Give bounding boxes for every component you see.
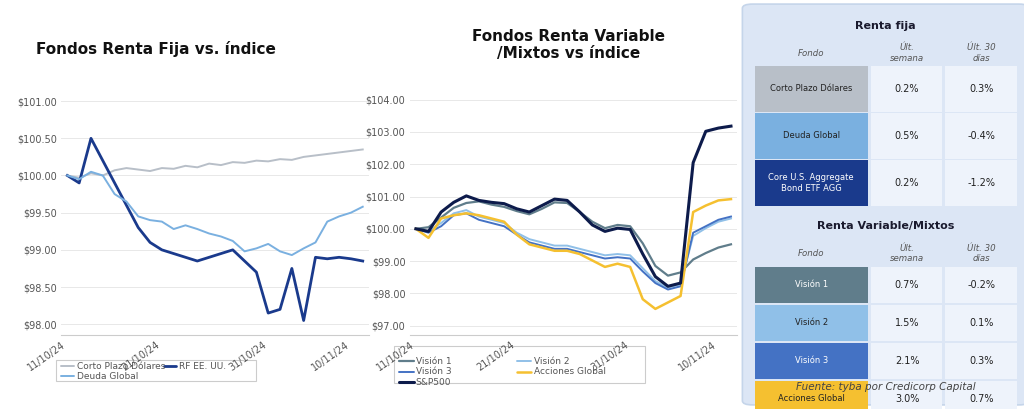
Text: Últ. 30
días: Últ. 30 días bbox=[968, 43, 996, 63]
Text: 0.7%: 0.7% bbox=[895, 280, 920, 290]
Text: 0.3%: 0.3% bbox=[970, 84, 994, 94]
Text: Fuente: tyba por Credicorp Capital: Fuente: tyba por Credicorp Capital bbox=[796, 382, 976, 391]
Text: 3.0%: 3.0% bbox=[895, 394, 920, 404]
Text: 0.2%: 0.2% bbox=[895, 84, 920, 94]
Text: Visión 2: Visión 2 bbox=[795, 318, 827, 328]
Text: Últ. 30
días: Últ. 30 días bbox=[968, 244, 996, 263]
Text: Deuda Global: Deuda Global bbox=[77, 372, 138, 381]
Text: Visión 1: Visión 1 bbox=[795, 280, 827, 290]
Text: S&P500: S&P500 bbox=[416, 378, 452, 387]
Text: 1.5%: 1.5% bbox=[895, 318, 920, 328]
Text: -0.2%: -0.2% bbox=[968, 280, 995, 290]
Text: Renta fija: Renta fija bbox=[855, 20, 916, 31]
Text: Últ.
semana: Últ. semana bbox=[890, 244, 924, 263]
Text: Fondo: Fondo bbox=[798, 249, 824, 258]
Text: Renta Variable/Mixtos: Renta Variable/Mixtos bbox=[817, 221, 954, 231]
Text: Core U.S. Aggregate
Bond ETF AGG: Core U.S. Aggregate Bond ETF AGG bbox=[768, 173, 854, 193]
Text: Deuda Global: Deuda Global bbox=[782, 131, 840, 141]
Text: 0.1%: 0.1% bbox=[970, 318, 994, 328]
Text: Acciones Global: Acciones Global bbox=[534, 367, 605, 376]
Text: 0.5%: 0.5% bbox=[895, 131, 920, 141]
Text: Fondo: Fondo bbox=[798, 49, 824, 58]
Text: Visión 2: Visión 2 bbox=[534, 357, 569, 366]
Text: Últ.
semana: Últ. semana bbox=[890, 43, 924, 63]
Text: Corto Plazo Dólares: Corto Plazo Dólares bbox=[77, 362, 165, 371]
Text: Visión 1: Visión 1 bbox=[416, 357, 452, 366]
Text: Fondos Renta Variable
/Mixtos vs índice: Fondos Renta Variable /Mixtos vs índice bbox=[472, 29, 665, 61]
Text: 0.3%: 0.3% bbox=[970, 356, 994, 366]
Text: Visión 3: Visión 3 bbox=[416, 367, 452, 376]
Text: Visión 3: Visión 3 bbox=[795, 356, 827, 366]
Text: 0.7%: 0.7% bbox=[970, 394, 994, 404]
Text: Acciones Global: Acciones Global bbox=[778, 394, 845, 404]
Text: 2.1%: 2.1% bbox=[895, 356, 920, 366]
Text: 0.2%: 0.2% bbox=[895, 178, 920, 188]
Text: Corto Plazo Dólares: Corto Plazo Dólares bbox=[770, 84, 852, 94]
Text: -0.4%: -0.4% bbox=[968, 131, 995, 141]
Text: Fondos Renta Fija vs. índice: Fondos Renta Fija vs. índice bbox=[36, 41, 275, 57]
Text: RF EE. UU.: RF EE. UU. bbox=[179, 362, 226, 371]
Text: -1.2%: -1.2% bbox=[968, 178, 995, 188]
